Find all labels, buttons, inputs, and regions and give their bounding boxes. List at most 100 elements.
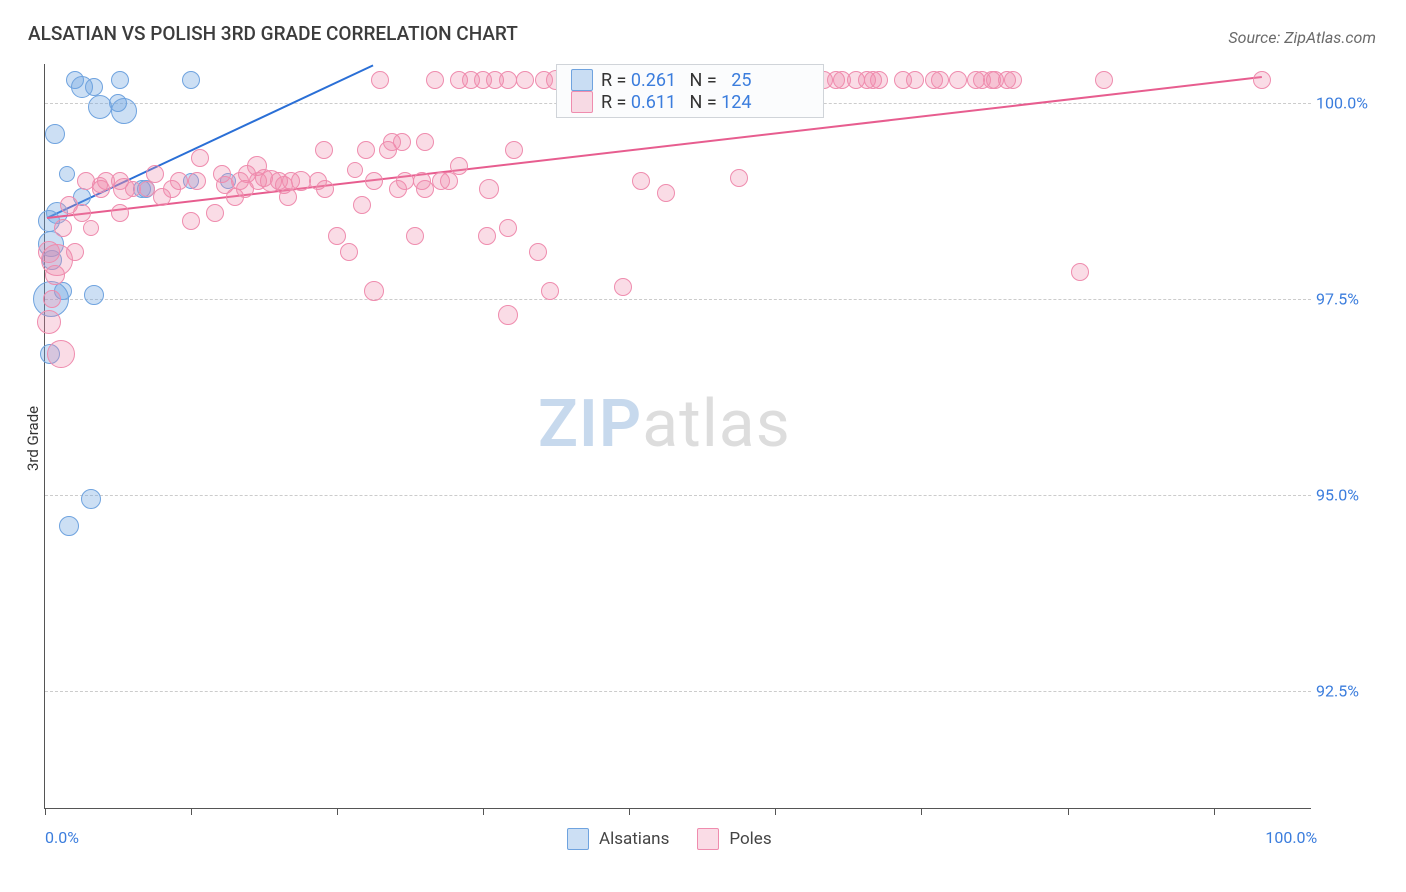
data-point xyxy=(906,71,924,89)
data-point xyxy=(170,172,188,190)
data-point xyxy=(1004,71,1022,89)
data-point xyxy=(347,162,363,178)
x-axis-max-label: 100.0% xyxy=(1265,828,1317,847)
y-tick-label: 92.5% xyxy=(1316,681,1386,700)
y-gridline xyxy=(45,691,1311,692)
x-tick xyxy=(921,808,922,815)
data-point xyxy=(479,179,499,199)
data-point xyxy=(1095,71,1113,89)
x-tick xyxy=(1214,808,1215,815)
data-point xyxy=(657,184,675,202)
data-point xyxy=(371,71,389,89)
chart-title: ALSATIAN VS POLISH 3RD GRADE CORRELATION… xyxy=(28,22,518,45)
data-point xyxy=(83,220,99,236)
data-point xyxy=(188,172,206,190)
x-tick xyxy=(45,808,46,815)
data-point xyxy=(275,176,293,194)
data-point xyxy=(81,489,101,509)
data-point xyxy=(393,133,411,151)
y-gridline xyxy=(45,495,1311,496)
x-tick xyxy=(483,808,484,815)
data-point xyxy=(1071,263,1089,281)
source-attribution: Source: ZipAtlas.com xyxy=(1228,28,1376,47)
data-point xyxy=(406,227,424,245)
data-point xyxy=(450,157,468,175)
data-point xyxy=(870,71,888,89)
legend-swatch xyxy=(697,828,719,850)
data-point xyxy=(231,172,249,190)
data-point xyxy=(614,278,632,296)
data-point xyxy=(440,172,458,190)
data-point xyxy=(88,95,112,119)
stats-row: R = 0.261 N = 25 xyxy=(571,69,809,91)
data-point xyxy=(182,71,200,89)
data-point xyxy=(255,169,273,187)
x-axis-min-label: 0.0% xyxy=(45,828,79,847)
data-point xyxy=(73,204,91,222)
y-axis-label: 3rd Grade xyxy=(24,406,42,471)
data-point xyxy=(396,172,414,190)
watermark-bold: ZIP xyxy=(538,386,642,463)
data-point xyxy=(541,282,559,300)
data-point xyxy=(84,285,104,305)
legend-swatch xyxy=(567,828,589,850)
data-point xyxy=(328,227,346,245)
watermark-light: atlas xyxy=(642,386,791,463)
plot-area: ZIPatlas 100.0%97.5%95.0%92.5% xyxy=(44,64,1311,809)
data-point xyxy=(206,204,224,222)
data-point xyxy=(632,172,650,190)
data-point xyxy=(111,71,129,89)
data-point xyxy=(931,71,949,89)
stats-row: R = 0.611 N = 124 xyxy=(571,91,809,113)
data-point xyxy=(357,141,375,159)
data-point xyxy=(315,141,333,159)
y-tick-label: 97.5% xyxy=(1316,289,1386,308)
data-point xyxy=(191,149,209,167)
data-point xyxy=(111,204,129,222)
data-point xyxy=(949,71,967,89)
stats-text: R = 0.261 N = 25 xyxy=(601,70,752,91)
data-point xyxy=(499,219,517,237)
data-point xyxy=(146,165,164,183)
data-point xyxy=(92,177,108,193)
data-point xyxy=(59,166,75,182)
data-point xyxy=(1253,71,1271,89)
data-point xyxy=(59,516,79,536)
data-point xyxy=(85,78,103,96)
data-point xyxy=(316,180,334,198)
x-tick xyxy=(337,808,338,815)
y-tick-label: 95.0% xyxy=(1316,485,1386,504)
stats-legend-box: R = 0.261 N = 25R = 0.611 N = 124 xyxy=(556,64,824,118)
data-point xyxy=(45,124,65,144)
data-point xyxy=(182,212,200,230)
stats-text: R = 0.611 N = 124 xyxy=(601,92,752,113)
data-point xyxy=(111,98,137,124)
legend-label: Alsatians xyxy=(599,829,669,849)
data-point xyxy=(54,219,72,237)
data-point xyxy=(353,196,371,214)
data-point xyxy=(730,169,748,187)
x-tick xyxy=(775,808,776,815)
data-point xyxy=(291,171,311,191)
y-gridline xyxy=(45,299,1311,300)
data-point xyxy=(43,290,61,308)
x-tick xyxy=(191,808,192,815)
data-point xyxy=(365,172,383,190)
watermark: ZIPatlas xyxy=(538,386,791,463)
data-point xyxy=(505,141,523,159)
data-point xyxy=(125,181,141,197)
series-swatch xyxy=(571,69,593,91)
series-swatch xyxy=(571,91,593,113)
x-tick xyxy=(1068,808,1069,815)
x-tick xyxy=(629,808,630,815)
data-point xyxy=(499,71,517,89)
data-point xyxy=(426,71,444,89)
data-point xyxy=(340,243,358,261)
data-point xyxy=(37,310,61,334)
legend-label: Poles xyxy=(729,829,771,849)
data-point xyxy=(498,305,518,325)
data-point xyxy=(478,227,496,245)
data-point xyxy=(45,265,65,285)
data-point xyxy=(416,133,434,151)
data-point xyxy=(364,281,384,301)
